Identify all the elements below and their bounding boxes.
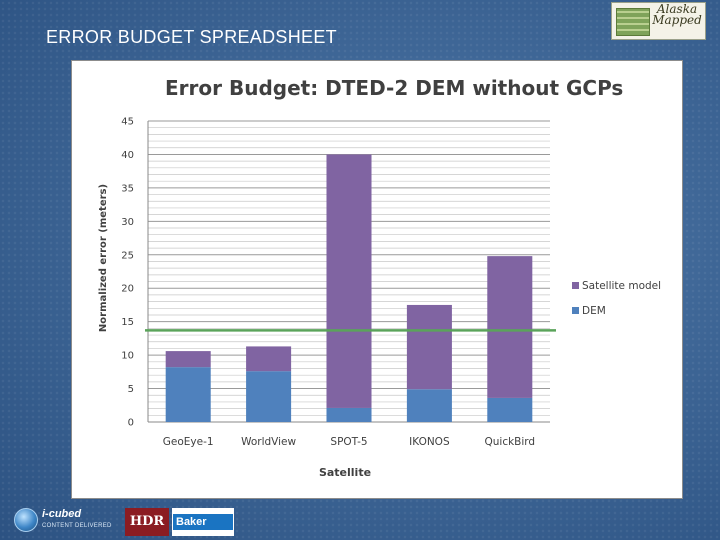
legend-swatch <box>572 307 579 314</box>
y-tick-label: 25 <box>121 250 134 261</box>
y-tick-label: 40 <box>121 150 134 161</box>
y-tick-label: 20 <box>121 284 134 295</box>
y-tick-label: 45 <box>121 117 134 128</box>
x-tick-label: WorldView <box>241 436 296 448</box>
bar-satellite-model <box>165 351 211 368</box>
bar-satellite-model <box>487 256 533 398</box>
bar-satellite-model <box>246 346 292 372</box>
icubed-logo: i-cubed CONTENT DELIVERED <box>14 506 112 536</box>
chart-legend: Satellite model DEM <box>572 280 661 317</box>
legend-label: Satellite model <box>582 280 661 292</box>
baker-logo-text: Baker <box>173 514 233 530</box>
alaska-mapped-logo: Alaska Mapped <box>611 2 706 40</box>
bar-dem <box>326 407 372 422</box>
y-tick-label: 35 <box>121 183 134 194</box>
y-tick-label: 5 <box>128 384 134 395</box>
x-axis-label: Satellite <box>319 466 371 479</box>
slide-title: ERROR BUDGET SPREADSHEET <box>46 27 337 47</box>
alaska-map-icon <box>616 8 650 36</box>
y-tick-label: 10 <box>121 351 134 362</box>
chart-title: Error Budget: DTED-2 DEM without GCPs <box>165 76 623 100</box>
error-budget-chart: Error Budget: DTED-2 DEM without GCPs 0 5… <box>98 76 661 479</box>
chart-panel: Error Budget: DTED-2 DEM without GCPs 0 5… <box>71 60 683 499</box>
legend-label: DEM <box>582 305 606 317</box>
x-tick-label: SPOT-5 <box>330 436 367 448</box>
bar-satellite-model <box>326 154 372 408</box>
x-tick-label: IKONOS <box>409 436 450 448</box>
x-axis-ticks: GeoEye-1 WorldView SPOT-5 IKONOS QuickBird <box>163 436 535 448</box>
bar-dem <box>406 389 452 422</box>
y-axis-ticks: 0 5 10 15 20 25 30 35 40 45 <box>121 117 134 429</box>
y-tick-label: 15 <box>121 317 134 328</box>
legend-swatch <box>572 282 579 289</box>
y-tick-label: 30 <box>121 217 134 228</box>
alaska-mapped-logo-text: Alaska Mapped <box>652 2 702 27</box>
bar-satellite-model <box>406 304 452 390</box>
bar-dem <box>246 371 292 422</box>
y-tick-label: 0 <box>128 418 134 429</box>
bar-dem <box>165 367 211 422</box>
hdr-logo: HDR <box>125 508 169 536</box>
icubed-logo-name: i-cubed <box>42 508 82 520</box>
globe-icon <box>14 508 38 532</box>
bar-dem <box>487 397 533 422</box>
icubed-logo-tagline: CONTENT DELIVERED <box>42 523 112 529</box>
x-tick-label: QuickBird <box>484 436 535 448</box>
chart-bars <box>165 154 533 422</box>
baker-logo: Baker <box>172 508 234 536</box>
y-axis-label: Normalized error (meters) <box>98 184 109 332</box>
x-tick-label: GeoEye-1 <box>163 436 214 448</box>
reference-line-label: 24k NMAS <box>559 323 626 339</box>
